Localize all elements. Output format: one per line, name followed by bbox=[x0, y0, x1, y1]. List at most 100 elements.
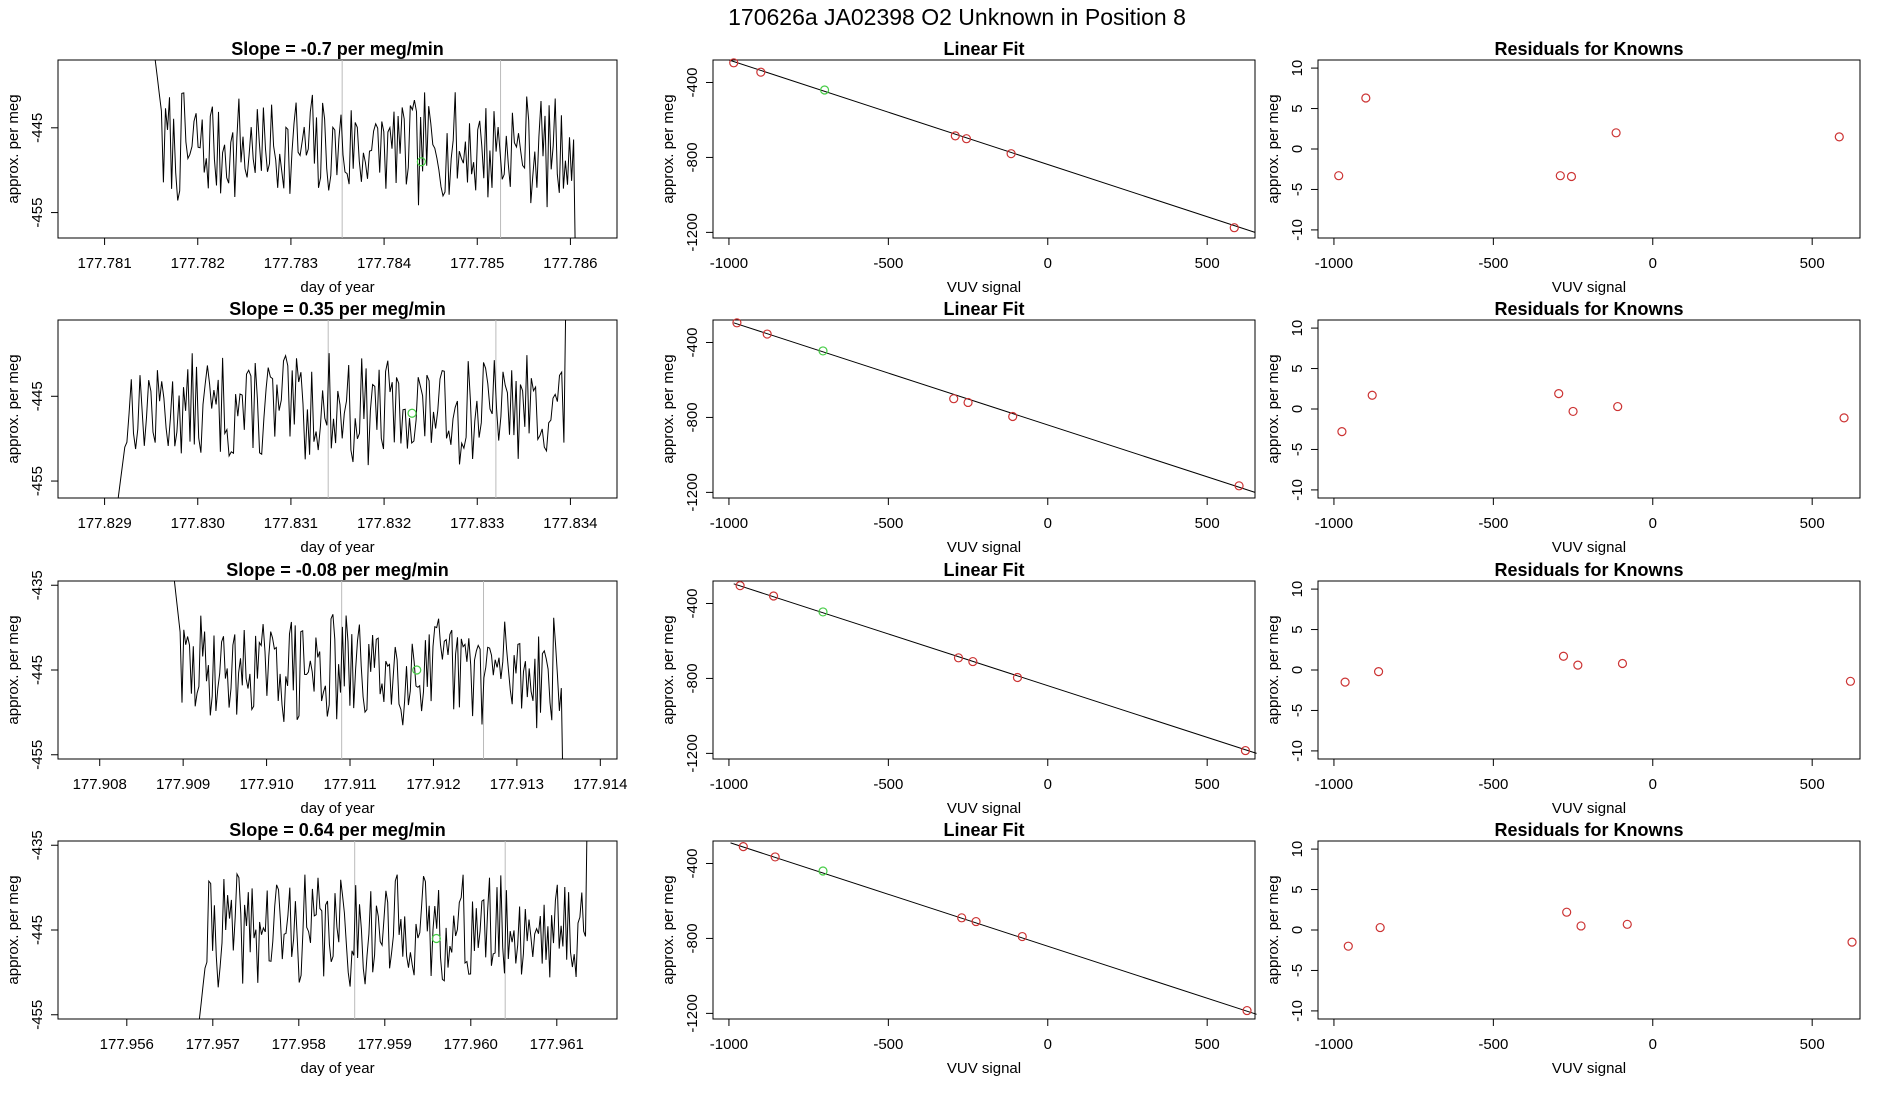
residuals-ylabel: approx. per meg bbox=[1265, 354, 1282, 463]
timeseries-title: Slope = 0.35 per meg/min bbox=[229, 299, 446, 319]
known-point bbox=[732, 318, 742, 328]
known-point bbox=[762, 329, 772, 339]
fit-xtick-label: 500 bbox=[1195, 515, 1220, 532]
timeseries-ytick-label: -445 bbox=[29, 655, 46, 685]
known-point bbox=[1242, 1005, 1252, 1016]
timeseries-xtick-label: 177.829 bbox=[77, 515, 131, 532]
timeseries-xtick-label: 177.958 bbox=[272, 1036, 326, 1053]
residual-point bbox=[1566, 171, 1577, 182]
fit-ytick-label: -1200 bbox=[684, 994, 701, 1032]
residual-point bbox=[1611, 128, 1621, 138]
residuals-ytick-label: 0 bbox=[1289, 405, 1306, 413]
residuals-xtick-label: -500 bbox=[1478, 515, 1508, 532]
fit-ytick-label: -1200 bbox=[684, 734, 701, 772]
fit-xtick-label: 0 bbox=[1044, 515, 1052, 532]
residuals-xtick-label: 0 bbox=[1649, 776, 1657, 793]
residual-point bbox=[1576, 921, 1586, 931]
residuals-xtick-label: 500 bbox=[1800, 1036, 1825, 1053]
fit-xtick-label: -500 bbox=[873, 776, 903, 793]
timeseries-panel-3: Slope = -0.08 per meg/min day of year appr… bbox=[5, 560, 627, 817]
residual-point bbox=[1373, 667, 1384, 677]
fit-xlabel: VUV signal bbox=[947, 539, 1021, 556]
residual-point bbox=[1375, 922, 1385, 933]
fit-title: Linear Fit bbox=[943, 820, 1024, 840]
known-point bbox=[738, 842, 748, 852]
fit-ylabel: approx. per meg bbox=[660, 615, 677, 724]
timeseries-xtick-label: 177.957 bbox=[186, 1036, 240, 1053]
residuals-xtick-label: -1000 bbox=[1315, 515, 1353, 532]
known-point bbox=[1008, 411, 1018, 422]
timeseries-xlabel: day of year bbox=[300, 279, 374, 296]
timeseries-xtick-label: 177.910 bbox=[239, 776, 293, 793]
known-point bbox=[768, 591, 779, 601]
unknown-point bbox=[416, 157, 426, 167]
residuals-panel-2: Residuals for Knowns VUV signal approx. pe… bbox=[1265, 299, 1861, 556]
residual-point bbox=[1340, 677, 1350, 687]
timeseries-ytick-label: -455 bbox=[29, 466, 46, 496]
residuals-ytick-label: 5 bbox=[1289, 104, 1306, 112]
timeseries-xlabel: day of year bbox=[300, 800, 374, 817]
residuals-plot-frame bbox=[1317, 319, 1861, 499]
residual-point bbox=[1558, 651, 1569, 661]
timeseries-plot-frame bbox=[57, 319, 618, 499]
residuals-ylabel: approx. per meg bbox=[1265, 615, 1282, 724]
residual-point bbox=[1839, 413, 1849, 423]
known-point bbox=[1240, 745, 1251, 756]
fit-ytick-label: -400 bbox=[684, 588, 701, 618]
timeseries-xtick-label: 177.785 bbox=[450, 255, 504, 272]
fit-xtick-label: 500 bbox=[1195, 1036, 1220, 1053]
timeseries-panel-1: Slope = -0.7 per meg/min day of year appro… bbox=[5, 39, 618, 296]
timeseries-xtick-label: 177.909 bbox=[156, 776, 210, 793]
timeseries-xtick-label: 177.783 bbox=[264, 255, 318, 272]
residuals-xtick-label: -500 bbox=[1478, 255, 1508, 272]
fit-xtick-label: 500 bbox=[1195, 255, 1220, 272]
timeseries-trace bbox=[198, 841, 588, 1019]
fit-line bbox=[728, 59, 1256, 233]
residual-point bbox=[1334, 171, 1344, 181]
timeseries-xtick-label: 177.908 bbox=[73, 776, 127, 793]
fit-line bbox=[733, 322, 1256, 493]
residuals-panel-3: Residuals for Knowns VUV signal approx. pe… bbox=[1265, 560, 1861, 817]
fit-ytick-label: -400 bbox=[684, 327, 701, 357]
timeseries-ylabel: approx. per meg bbox=[5, 615, 22, 724]
unknown-point bbox=[818, 346, 828, 356]
fit-ytick-label: -800 bbox=[684, 142, 701, 172]
residuals-ytick-label: -5 bbox=[1289, 704, 1306, 717]
plots-grid: Slope = -0.7 per meg/min day of year appro… bbox=[5, 39, 1861, 1077]
fit-xtick-label: -1000 bbox=[710, 515, 748, 532]
timeseries-xtick-label: 177.786 bbox=[543, 255, 597, 272]
linear-fit-panel-3: Linear Fit VUV signal approx. per meg -1000… bbox=[660, 560, 1257, 817]
fit-ytick-label: -1200 bbox=[684, 473, 701, 511]
residual-point bbox=[1562, 907, 1572, 917]
unknown-point bbox=[818, 607, 828, 617]
residual-point bbox=[1613, 401, 1623, 412]
timeseries-xtick-label: 177.960 bbox=[444, 1036, 498, 1053]
residuals-xlabel: VUV signal bbox=[1552, 1060, 1626, 1077]
fit-line bbox=[730, 842, 1257, 1015]
residuals-xlabel: VUV signal bbox=[1552, 279, 1626, 296]
figure-title: 170626a JA02398 O2 Unknown in Position 8 bbox=[728, 4, 1186, 30]
residuals-xtick-label: -500 bbox=[1478, 776, 1508, 793]
known-point bbox=[950, 131, 960, 141]
known-point bbox=[1017, 931, 1027, 942]
residuals-ytick-label: 0 bbox=[1289, 666, 1306, 674]
timeseries-title: Slope = -0.7 per meg/min bbox=[231, 39, 444, 59]
timeseries-xtick-label: 177.784 bbox=[357, 255, 411, 272]
residuals-ytick-label: 5 bbox=[1289, 885, 1306, 893]
fit-title: Linear Fit bbox=[943, 39, 1024, 59]
residual-point bbox=[1834, 132, 1844, 142]
fit-xtick-label: -1000 bbox=[710, 1036, 748, 1053]
residuals-ytick-label: -10 bbox=[1289, 1000, 1306, 1022]
residuals-ytick-label: 0 bbox=[1289, 926, 1306, 934]
timeseries-ytick-label: -445 bbox=[29, 381, 46, 411]
fit-plot-frame bbox=[712, 319, 1256, 499]
residuals-panel-1: Residuals for Knowns VUV signal approx. pe… bbox=[1265, 39, 1861, 296]
residual-point bbox=[1337, 427, 1347, 437]
fit-xtick-label: -500 bbox=[873, 1036, 903, 1053]
timeseries-xlabel: day of year bbox=[300, 1060, 374, 1077]
residuals-ytick-label: 5 bbox=[1289, 364, 1306, 372]
timeseries-xtick-label: 177.782 bbox=[171, 255, 225, 272]
residuals-xtick-label: 0 bbox=[1649, 1036, 1657, 1053]
known-point bbox=[1234, 481, 1244, 491]
